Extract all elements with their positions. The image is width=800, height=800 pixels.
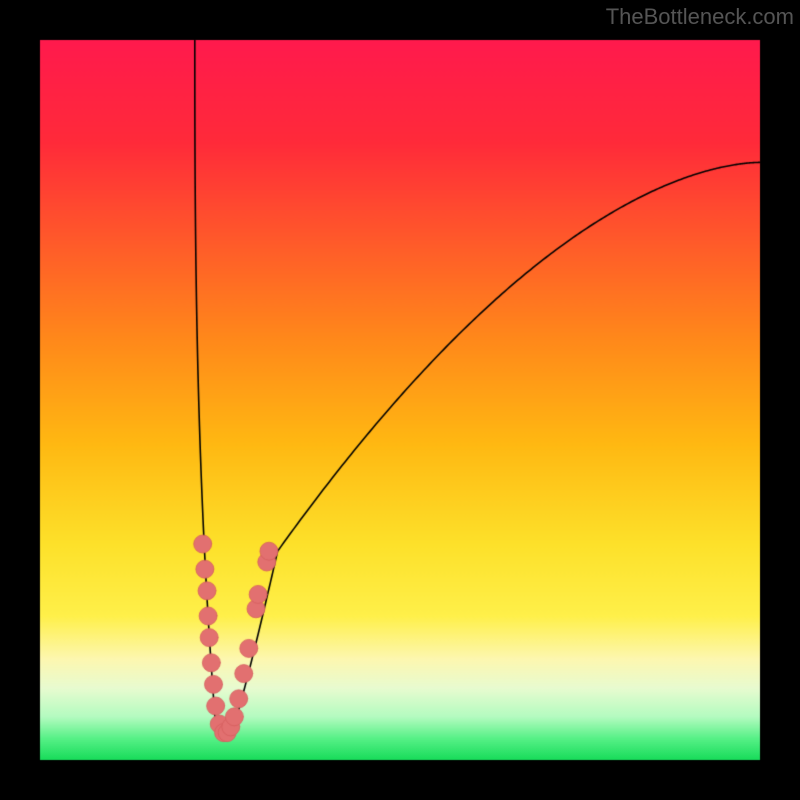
chart-stage: TheBottleneck.com [0,0,800,800]
plot-canvas [0,0,800,800]
watermark-text: TheBottleneck.com [606,4,794,30]
